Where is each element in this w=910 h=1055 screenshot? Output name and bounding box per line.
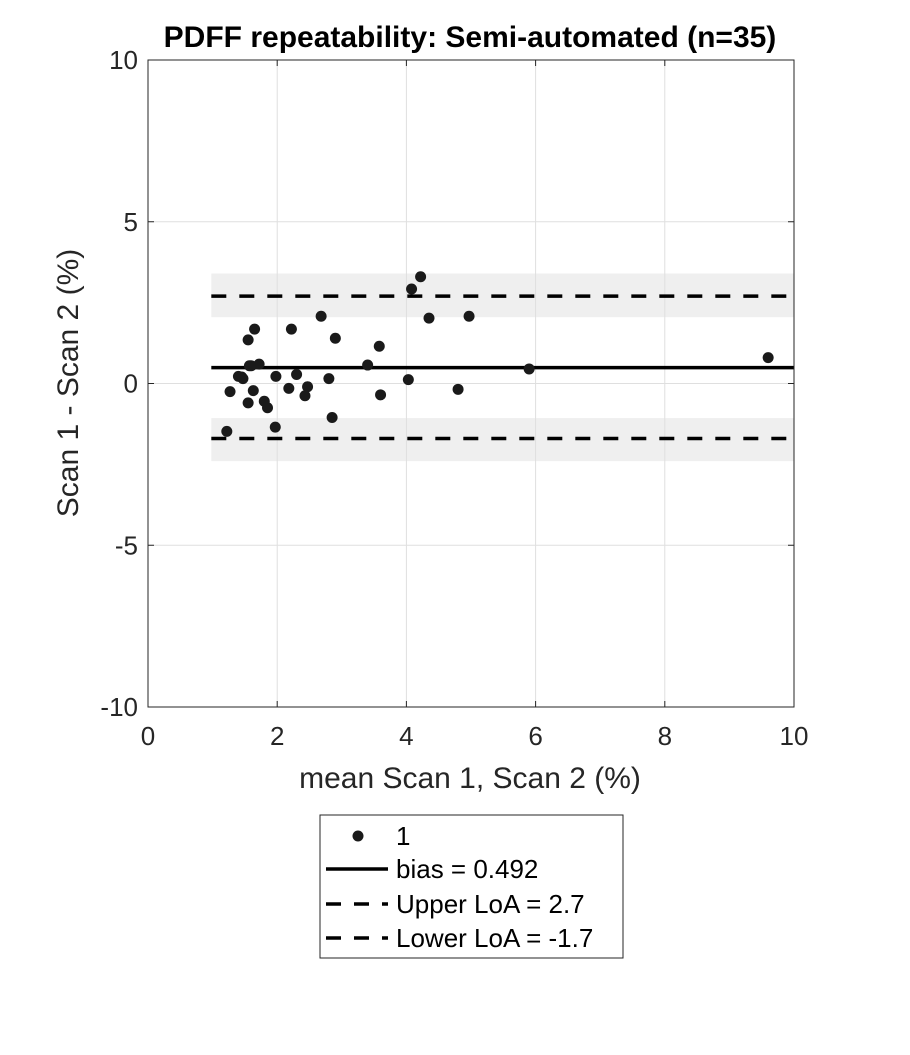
y-tick-label: 0 xyxy=(124,369,138,399)
data-point xyxy=(285,323,297,335)
chart-title: PDFF repeatability: Semi-automated (n=35… xyxy=(164,21,777,54)
data-point xyxy=(315,310,327,322)
data-point xyxy=(262,402,274,414)
legend-label-lower-loa: Lower LoA = -1.7 xyxy=(396,923,593,953)
x-axis-label: mean Scan 1, Scan 2 (%) xyxy=(299,762,641,795)
data-point xyxy=(415,271,427,283)
data-point xyxy=(299,390,311,402)
y-tick-label: -10 xyxy=(100,692,138,722)
data-point xyxy=(362,359,374,371)
data-point xyxy=(523,363,535,375)
data-point xyxy=(269,421,281,433)
data-point xyxy=(302,381,314,393)
axis-ticks: 0 2 4 6 8 10 10 5 0 -5 -10 xyxy=(100,45,808,751)
data-point xyxy=(452,383,464,395)
data-point xyxy=(224,386,236,398)
y-tick-label: 10 xyxy=(109,45,138,75)
data-point xyxy=(291,368,303,380)
data-point xyxy=(242,397,254,409)
data-point xyxy=(283,382,295,394)
data-point xyxy=(762,352,774,364)
data-point xyxy=(326,411,338,423)
data-point xyxy=(249,323,261,335)
data-point xyxy=(242,334,254,346)
x-tick-label: 10 xyxy=(780,721,809,751)
data-point xyxy=(237,373,249,385)
legend-label-bias: bias = 0.492 xyxy=(396,854,538,884)
data-point xyxy=(323,373,335,385)
legend-label-series: 1 xyxy=(396,821,410,851)
data-point xyxy=(221,425,233,437)
data-point xyxy=(329,332,341,344)
data-point xyxy=(247,385,259,397)
data-point xyxy=(423,312,435,324)
x-tick-label: 2 xyxy=(270,721,284,751)
x-tick-label: 0 xyxy=(141,721,155,751)
legend-label-upper-loa: Upper LoA = 2.7 xyxy=(396,889,585,919)
data-point xyxy=(375,389,387,401)
y-tick-label: 5 xyxy=(124,207,138,237)
legend-marker-icon xyxy=(352,830,364,842)
data-point xyxy=(253,358,265,370)
data-point xyxy=(406,283,418,295)
data-points xyxy=(221,271,774,437)
legend-box xyxy=(319,814,624,959)
data-point xyxy=(270,370,282,382)
data-point xyxy=(402,374,414,386)
y-tick-label: -5 xyxy=(115,530,138,560)
x-tick-label: 4 xyxy=(399,721,413,751)
reference-lines xyxy=(211,294,794,441)
x-tick-label: 8 xyxy=(658,721,672,751)
legend: 1 bias = 0.492 Upper LoA = 2.7 Lower LoA… xyxy=(319,814,624,959)
data-point xyxy=(463,310,475,322)
y-axis-label: Scan 1 - Scan 2 (%) xyxy=(52,249,85,517)
data-point xyxy=(373,340,385,352)
x-tick-label: 6 xyxy=(528,721,542,751)
grid xyxy=(148,60,794,707)
